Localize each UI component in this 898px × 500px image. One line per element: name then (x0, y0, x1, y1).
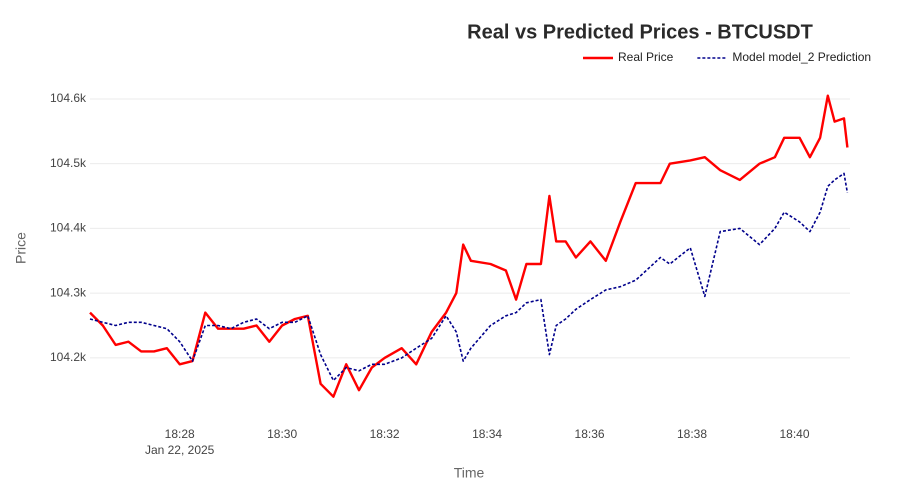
x-tick-label: 18:40 (779, 427, 809, 441)
chart-title: Real vs Predicted Prices - BTCUSDT (467, 21, 813, 43)
x-tick-label: 18:36 (575, 427, 605, 441)
y-tick-label: 104.5k (50, 156, 87, 170)
series-line (89, 172, 849, 382)
x-tick-label: 18:30 (267, 427, 297, 441)
y-tick-label: 104.3k (50, 285, 87, 299)
y-tick-label: 104.6k (50, 91, 87, 105)
y-axis-title: Price (13, 232, 29, 264)
series-line (89, 94, 849, 398)
x-tick-label: 18:32 (370, 427, 400, 441)
y-tick-label: 104.4k (50, 221, 87, 235)
y-tick-label: 104.2k (50, 350, 87, 364)
legend-label: Real Price (618, 50, 674, 64)
legend-label: Model model_2 Prediction (732, 50, 871, 64)
x-tick-label: 18:38 (677, 427, 707, 441)
x-tick-label: 18:28 (165, 427, 195, 441)
x-date-label: Jan 22, 2025 (145, 443, 215, 457)
x-axis-title: Time (454, 465, 485, 481)
x-tick-label: 18:34 (472, 427, 502, 441)
